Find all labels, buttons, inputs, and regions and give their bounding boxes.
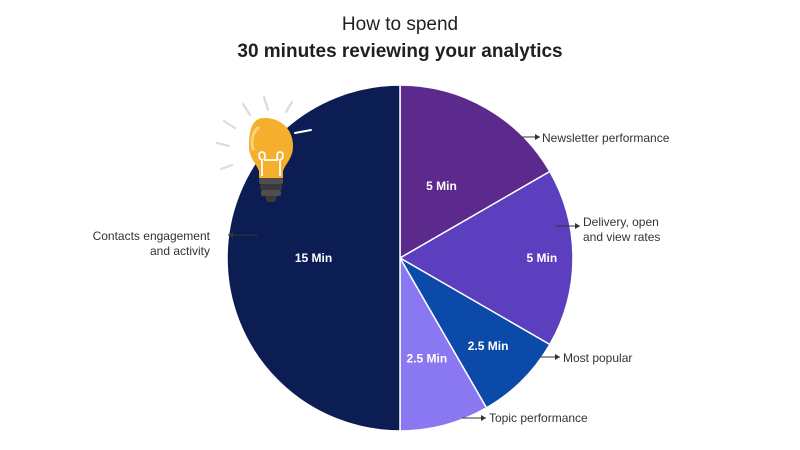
lightbulb-icon	[215, 95, 312, 202]
pie-slice-labels: 5 Min 5 Min 2.5 Min 2.5 Min 15 Min	[295, 179, 557, 365]
callout-label-line: Topic performance	[489, 411, 588, 425]
chart-subtitle: 30 minutes reviewing your analytics	[237, 41, 563, 62]
chart-title: How to spend	[341, 14, 459, 35]
slice-value-label-topic: 2.5 Min	[407, 351, 448, 365]
callout-label-line: Contacts engagement	[93, 229, 211, 243]
callout-label-line: Delivery, open	[583, 215, 659, 229]
callout-arrowhead-delivery	[575, 223, 580, 229]
slice-value-label-delivery: 5 Min	[527, 251, 558, 265]
callout-label-line: and activity	[150, 244, 210, 258]
pie-slice-delivery	[398, 170, 574, 346]
pie-slice-popular	[397, 255, 551, 409]
callout-label-contacts: Contacts engagement and activity	[93, 229, 211, 258]
callout-label-delivery: Delivery, open and view rates	[583, 215, 660, 244]
callout-arrowhead-contacts	[228, 232, 233, 238]
callout-label-line: and view rates	[583, 230, 660, 244]
callout-label-line: Newsletter performance	[542, 131, 670, 145]
callout-label-newsletter: Newsletter performance	[542, 131, 670, 145]
pie-slice-topic	[399, 255, 488, 432]
callout-arrowhead-popular	[555, 354, 560, 360]
slice-value-label-newsletter: 5 Min	[426, 179, 457, 193]
pie-slice-newsletter	[399, 84, 551, 260]
callout-arrowhead-topic	[481, 415, 486, 421]
callout-label-line: Most popular	[563, 351, 632, 365]
callout-arrowhead-newsletter	[535, 134, 540, 140]
callout-label-topic: Topic performance	[489, 411, 588, 425]
slice-value-label-popular: 2.5 Min	[468, 339, 509, 353]
slice-value-label-contacts: 15 Min	[295, 251, 332, 265]
callout-label-popular: Most popular	[563, 351, 632, 365]
